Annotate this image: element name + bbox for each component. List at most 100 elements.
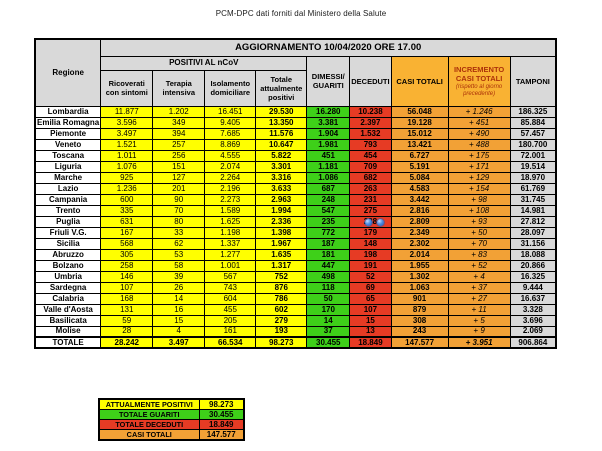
data-cell: 33: [152, 226, 206, 239]
data-cell: 161: [204, 325, 257, 338]
data-cell: + 37: [447, 281, 511, 294]
region-cell: Calabria: [34, 292, 102, 305]
data-cell: 1.181: [306, 160, 351, 173]
data-cell: 5.822: [255, 149, 308, 162]
data-cell: 1.521: [100, 138, 154, 151]
data-cell: 279: [255, 314, 308, 327]
table-row: Lazio 1.236 201 2.196 3.633 687 263 4.583 + 154 6…: [34, 182, 557, 195]
table-row: Bolzano 258 58 1.001 1.317 447 191 1.955 + 52 20.…: [34, 259, 557, 272]
col-header-dimessi-guariti: DIMESSI/ GUARITI: [306, 55, 351, 107]
data-cell: 29.530: [255, 105, 308, 118]
data-cell: 14.981: [509, 204, 557, 217]
data-cell: 20.866: [509, 259, 557, 272]
col-header-tamponi: TAMPONI: [509, 55, 557, 107]
data-cell: 3.301: [255, 160, 308, 173]
data-cell: 2.264: [204, 171, 257, 184]
data-cell: 925: [100, 171, 154, 184]
col-header-isolamento: Isolamento domiciliare: [204, 69, 257, 107]
region-cell: Valle d'Aosta: [34, 303, 102, 316]
data-cell: 1.277: [204, 248, 257, 261]
region-cell: Marche: [34, 171, 102, 184]
data-cell: 2.809: [390, 215, 449, 228]
data-cell: 1.337: [204, 237, 257, 250]
region-cell: Lombardia: [34, 105, 102, 118]
summary-label: ATTUALMENTE POSITIVI: [98, 398, 200, 410]
data-cell: 1.001: [204, 259, 257, 272]
data-cell: 26: [152, 281, 206, 294]
data-cell: 85.884: [509, 116, 557, 129]
table-row: Abruzzo 305 53 1.277 1.635 181 198 2.014 + 83 18.…: [34, 248, 557, 261]
data-cell: 258: [100, 259, 154, 272]
data-cell: 107: [349, 303, 392, 316]
total-row: TOTALE 28.242 3.497 66.534 98.273 30.455 18.84…: [34, 336, 557, 349]
region-cell: Molise: [34, 325, 102, 338]
summary-value: 18.849: [198, 419, 245, 430]
summary-label: CASI TOTALI: [98, 429, 200, 441]
data-cell: 18.088: [509, 248, 557, 261]
summary-value: 98.273: [198, 398, 245, 410]
data-cell: 19.128: [390, 116, 449, 129]
data-cell: 5.191: [390, 160, 449, 173]
data-cell: 14: [306, 314, 351, 327]
summary-label: TOTALE DECEDUTI: [98, 419, 200, 430]
blue-dot-icon: [365, 218, 373, 226]
data-cell: 3.328: [509, 303, 557, 316]
data-cell: 2.336: [255, 215, 308, 228]
data-cell: 604: [204, 292, 257, 305]
data-cell: 235: [306, 215, 351, 228]
data-cell: 39: [152, 270, 206, 283]
header-row-groups: POSITIVI AL nCoV DIMESSI/ GUARITI DECEDU…: [35, 55, 557, 107]
data-cell: 28: [100, 325, 154, 338]
incremento-header-title: INCREMENTO CASI TOTALI: [453, 64, 505, 83]
data-cell: 447: [306, 259, 351, 272]
data-cell: 193: [255, 325, 308, 338]
summary-value: 147.577: [198, 429, 245, 441]
data-cell: + 52: [447, 259, 511, 272]
col-header-ricoverati: Ricoverati con sintomi: [100, 69, 154, 107]
data-cell: 198: [349, 248, 392, 261]
data-cell: 5.084: [390, 171, 449, 184]
data-cell: 16.637: [509, 292, 557, 305]
data-cell: 151: [152, 160, 206, 173]
data-cell: 9.405: [204, 116, 257, 129]
data-cell: 15: [349, 314, 392, 327]
table-row: Veneto 1.521 257 8.869 10.647 1.981 793 13.421 +…: [34, 138, 557, 151]
data-cell: 148: [349, 237, 392, 250]
data-cell: 231: [349, 193, 392, 206]
region-cell: Bolzano: [34, 259, 102, 272]
data-cell: + 488: [447, 138, 511, 151]
region-cell: Abruzzo: [34, 248, 102, 261]
data-cell: + 108: [447, 204, 511, 217]
col-header-casi-totali: CASI TOTALI: [390, 55, 449, 107]
data-cell: 18.970: [509, 171, 557, 184]
data-cell: + 451: [447, 116, 511, 129]
data-cell: 547: [306, 204, 351, 217]
table-row: Calabria 168 14 604 786 50 65 901 + 27 16.637: [34, 292, 557, 305]
summary-value: 30.455: [198, 409, 245, 420]
data-cell: 31.745: [509, 193, 557, 206]
summary-row: TOTALE DECEDUTI 18.849: [98, 419, 245, 430]
data-cell: 1.198: [204, 226, 257, 239]
data-cell: 4: [152, 325, 206, 338]
data-cell: 3.633: [255, 182, 308, 195]
region-cell: Friuli V.G.: [34, 226, 102, 239]
data-cell: 1.076: [100, 160, 154, 173]
data-cell: 118: [306, 281, 351, 294]
summary-label: TOTALE GUARITI: [98, 409, 200, 420]
table-row: Sicilia 568 62 1.337 1.967 187 148 2.302 + 70 31.…: [34, 237, 557, 250]
data-cell: 682: [349, 171, 392, 184]
region-cell: Veneto: [34, 138, 102, 151]
data-cell: 98.273: [255, 336, 308, 349]
col-header-totale-positivi: Totale attualmente positivi: [255, 69, 308, 107]
data-cell: 3.381: [306, 116, 351, 129]
data-cell: 11.877: [100, 105, 154, 118]
table-row: Lombardia 11.877 1.202 16.451 29.530 16.280 10…: [34, 105, 557, 118]
data-cell: 1.398: [255, 226, 308, 239]
data-cell: 10.647: [255, 138, 308, 151]
data-cell: 3.596: [100, 116, 154, 129]
data-cell: 187: [306, 237, 351, 250]
data-cell: 52: [349, 270, 392, 283]
data-cell: 1.302: [390, 270, 449, 283]
data-cell: 2.397: [349, 116, 392, 129]
table-row: Emilia Romagna 3.596 349 9.405 13.350 3.381 2.…: [34, 116, 557, 129]
